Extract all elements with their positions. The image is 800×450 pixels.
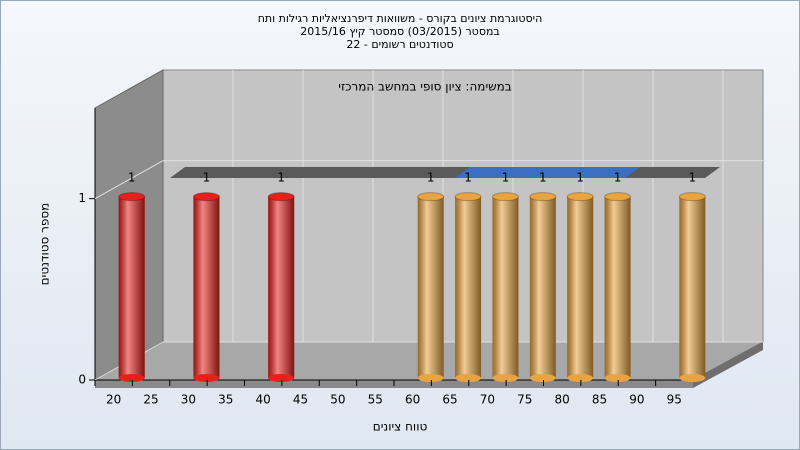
value-label: 1 [539, 171, 547, 185]
bar-top [491, 192, 519, 202]
x-tick-label: 85 [592, 393, 607, 407]
x-tick-label: 80 [555, 393, 570, 407]
x-tick-label: 75 [517, 393, 532, 407]
grid-line [94, 160, 164, 200]
value-label: 1 [502, 171, 510, 185]
bar-shade [604, 196, 631, 378]
bar-base [268, 374, 295, 382]
bar-shade [492, 196, 519, 378]
title-line: במסטר (03/2015) סמסטר קיץ 2015/16 [300, 25, 500, 38]
bar-shade [679, 196, 706, 378]
x-tick-label: 90 [629, 393, 644, 407]
bar-base [193, 374, 220, 382]
floor-edge [693, 342, 763, 388]
x-tick-label: 45 [293, 393, 308, 407]
bar-top [267, 192, 295, 202]
bar-top [118, 192, 146, 202]
value-label: 1 [688, 171, 696, 185]
y-axis-label: מספר סטודנטים [38, 203, 52, 286]
range-band-highlight [455, 167, 640, 178]
x-tick-label: 30 [181, 393, 196, 407]
title: היסטוגרמת ציונים בקורס - משוואות דיפרנצי… [258, 12, 543, 51]
x-tick-label: 35 [218, 393, 233, 407]
value-label: 1 [576, 171, 584, 185]
bar-top [529, 192, 557, 202]
value-label: 1 [614, 171, 622, 185]
bar-base [118, 374, 145, 382]
x-tick-label: 40 [256, 393, 271, 407]
bar-base [604, 374, 631, 382]
title-line: סטודנטים רשומים - 22 [346, 38, 453, 51]
bar-shade [417, 196, 444, 378]
title-line: היסטוגרמת ציונים בקורס - משוואות דיפרנצי… [258, 12, 543, 25]
value-label: 1 [464, 171, 472, 185]
x-tick-label: 25 [143, 393, 158, 407]
bar-shade [193, 196, 220, 378]
x-tick-label: 65 [442, 393, 457, 407]
bar-shade [268, 196, 295, 378]
value-label: 1 [203, 171, 211, 185]
bar-top [566, 192, 594, 202]
bar-shade [118, 196, 145, 378]
x-axis-label: טווח ציונים [373, 420, 428, 434]
value-label: 1 [427, 171, 435, 185]
bar-top [417, 192, 445, 202]
y-tick-label: 1 [78, 191, 86, 205]
x-tick-label: 70 [480, 393, 495, 407]
bar-base [417, 374, 444, 382]
y-tick-label: 0 [78, 373, 86, 387]
annotation: במשימה: ציון סופי במחשב המרכזי [338, 80, 512, 94]
bar-base [679, 374, 706, 382]
bar-top [192, 192, 220, 202]
bar-shade [455, 196, 482, 378]
bar-shade [529, 196, 556, 378]
value-label: 1 [128, 171, 136, 185]
x-tick-label: 20 [106, 393, 121, 407]
bar-top [678, 192, 706, 202]
bar-base [455, 374, 482, 382]
bar-top [454, 192, 482, 202]
bar-top [604, 192, 632, 202]
bar-base [529, 374, 556, 382]
value-label: 1 [277, 171, 285, 185]
bar-shade [567, 196, 594, 378]
x-tick-label: 55 [368, 393, 383, 407]
bar-base [567, 374, 594, 382]
bar-base [492, 374, 519, 382]
x-tick-label: 60 [405, 393, 420, 407]
x-tick-label: 95 [667, 393, 682, 407]
x-tick-label: 50 [330, 393, 345, 407]
